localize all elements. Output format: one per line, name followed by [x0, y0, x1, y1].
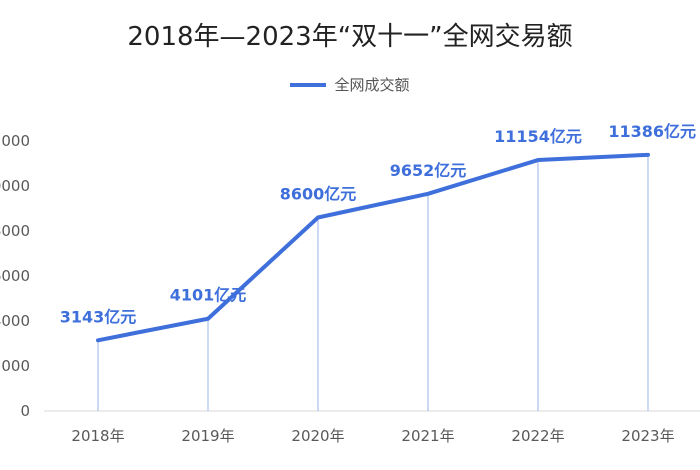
- x-tick-label: 2018年: [71, 427, 124, 445]
- x-tick-label: 2020年: [291, 427, 344, 445]
- y-tick-label: 8000: [0, 222, 30, 240]
- y-tick-label: 12000: [0, 132, 30, 150]
- x-tick-label: 2021年: [401, 427, 454, 445]
- legend-line-swatch: [290, 82, 327, 87]
- data-label: 9652亿元: [390, 161, 467, 180]
- data-label: 3143亿元: [60, 307, 137, 326]
- x-tick-label: 2019年: [181, 427, 234, 445]
- y-tick-label: 2000: [0, 357, 30, 375]
- y-tick-label: 10000: [0, 177, 30, 195]
- y-tick-label: 6000: [0, 267, 30, 285]
- legend-label: 全网成交额: [334, 76, 410, 94]
- data-label: 8600亿元: [280, 185, 357, 204]
- series-line: [96, 152, 650, 343]
- y-tick-label: 0: [20, 402, 30, 420]
- y-tick-label: 4000: [0, 312, 30, 330]
- data-label: 11154亿元: [494, 127, 582, 146]
- chart-title: 2018年—2023年“双十一”全网交易额: [127, 22, 573, 52]
- legend: 全网成交额: [0, 74, 700, 95]
- data-label: 11386亿元: [608, 122, 696, 141]
- data-label: 4101亿元: [170, 286, 247, 305]
- x-tick-label: 2023年: [621, 427, 674, 445]
- x-tick-label: 2022年: [511, 427, 564, 445]
